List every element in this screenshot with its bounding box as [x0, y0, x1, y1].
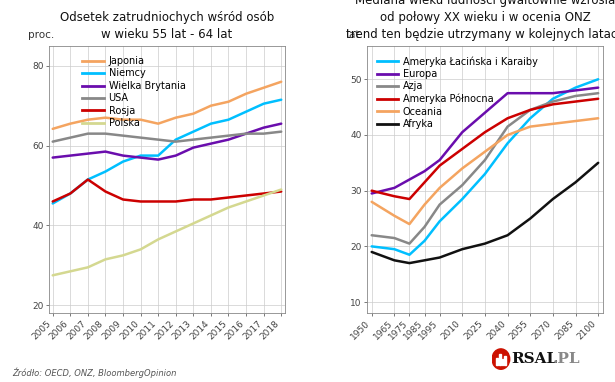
Legend: Ameryka Łacińska i Karaiby, Europa, Azja, Ameryka Północna, Oceania, Afryka: Ameryka Łacińska i Karaiby, Europa, Azja…: [377, 56, 538, 129]
Bar: [499, 354, 501, 366]
Text: Źródło: OECD, ONZ, BloombergOpinion: Źródło: OECD, ONZ, BloombergOpinion: [12, 368, 177, 378]
Text: proc.: proc.: [28, 31, 54, 40]
Text: .PL: .PL: [553, 352, 581, 366]
Title: Odsetek zatrudniochych wśród osób
w wieku 55 lat - 64 lat: Odsetek zatrudniochych wśród osób w wiek…: [60, 11, 274, 40]
Text: RSAL: RSAL: [512, 352, 558, 366]
Title: Mediana wieku ludności gwałtownie wzrosła
od połowy XX wieku i w ocenia ONZ
tren: Mediana wieku ludności gwałtownie wzrosł…: [346, 0, 615, 40]
Bar: [504, 356, 506, 366]
Text: lat: lat: [346, 31, 360, 40]
Bar: [496, 358, 498, 366]
Bar: [502, 359, 504, 366]
Legend: Japonia, Niemcy, Wielka Brytania, USA, Rosja, Polska: Japonia, Niemcy, Wielka Brytania, USA, R…: [82, 56, 186, 128]
Circle shape: [492, 349, 510, 369]
